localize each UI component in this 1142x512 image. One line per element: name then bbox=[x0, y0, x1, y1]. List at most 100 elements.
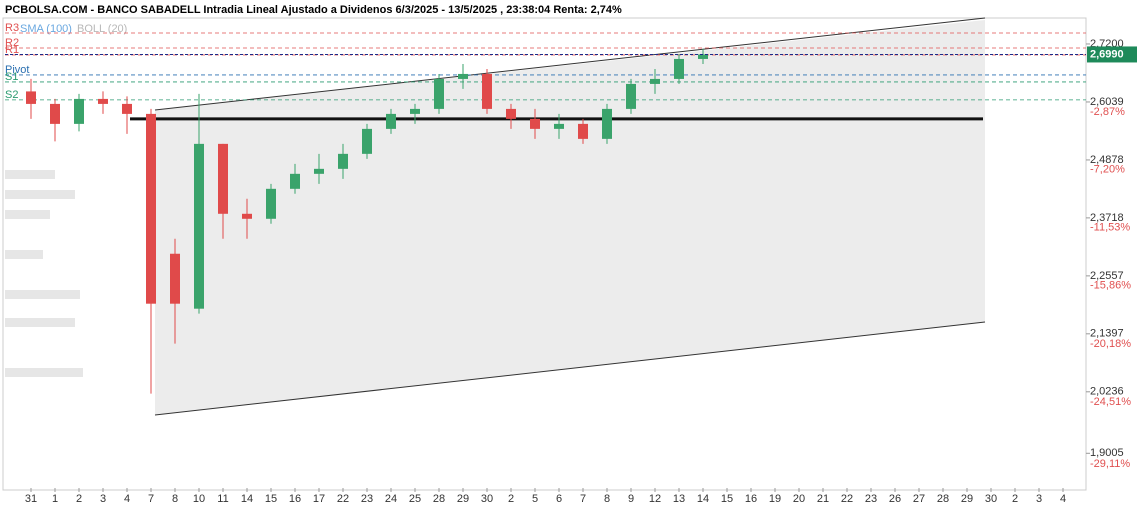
candle-body bbox=[314, 168, 324, 174]
candle-body bbox=[578, 123, 588, 139]
level-label: S2 bbox=[5, 89, 18, 101]
x-tick-label: 2 bbox=[76, 493, 82, 505]
y-tick-label: 1,9005 bbox=[1090, 447, 1124, 459]
legend-label: SMA (100) bbox=[20, 23, 72, 35]
x-tick-label: 15 bbox=[265, 493, 277, 505]
x-tick-label: 3 bbox=[1036, 493, 1042, 505]
candle-body bbox=[674, 58, 684, 79]
profile-bar bbox=[5, 250, 43, 259]
x-tick-label: 5 bbox=[532, 493, 538, 505]
profile-bar bbox=[5, 170, 55, 179]
level-label: S1 bbox=[5, 71, 18, 83]
candle-body bbox=[170, 253, 180, 304]
x-tick-label: 16 bbox=[289, 493, 301, 505]
x-tick-label: 20 bbox=[793, 493, 805, 505]
x-tick-label: 4 bbox=[1060, 493, 1066, 505]
x-tick-label: 16 bbox=[745, 493, 757, 505]
x-tick-label: 13 bbox=[673, 493, 685, 505]
x-tick-label: 15 bbox=[721, 493, 733, 505]
candle-body bbox=[266, 188, 276, 219]
x-tick-label: 14 bbox=[697, 493, 709, 505]
candle-body bbox=[218, 143, 228, 214]
x-tick-label: 8 bbox=[604, 493, 610, 505]
x-tick-label: 26 bbox=[889, 493, 901, 505]
candle-body bbox=[338, 153, 348, 169]
candle-body bbox=[242, 213, 252, 219]
candle-body bbox=[698, 54, 708, 59]
x-tick-label: 17 bbox=[313, 493, 325, 505]
chart-title: PCBOLSA.COM - BANCO SABADELL Intradia Li… bbox=[5, 4, 622, 16]
y-tick-label: 2,4878 bbox=[1090, 154, 1124, 166]
level-label: Pivot bbox=[5, 64, 29, 76]
y-tick-label: 2,3718 bbox=[1090, 212, 1124, 224]
x-tick-label: 31 bbox=[25, 493, 37, 505]
candle-body bbox=[626, 83, 636, 109]
x-tick-label: 4 bbox=[124, 493, 130, 505]
x-tick-label: 10 bbox=[193, 493, 205, 505]
x-tick-label: 3 bbox=[100, 493, 106, 505]
candle-body bbox=[458, 73, 468, 79]
candle-body bbox=[362, 128, 372, 154]
candle-body bbox=[122, 103, 132, 114]
pct-tick-label: -24,51% bbox=[1090, 396, 1131, 408]
pct-tick-label: -2,87% bbox=[1090, 106, 1125, 118]
candle-body bbox=[50, 103, 60, 124]
x-tick-label: 29 bbox=[457, 493, 469, 505]
x-tick-label: 22 bbox=[841, 493, 853, 505]
x-tick-label: 19 bbox=[769, 493, 781, 505]
pct-tick-label: -29,11% bbox=[1090, 458, 1130, 470]
candle-body bbox=[74, 98, 84, 124]
candle-body bbox=[506, 108, 516, 119]
candle-body bbox=[386, 113, 396, 129]
candle-body bbox=[98, 98, 108, 104]
x-tick-label: 11 bbox=[217, 493, 228, 505]
channel-bottom bbox=[154, 321, 986, 416]
profile-bar bbox=[5, 318, 75, 327]
last-price-label: 2,6990 bbox=[1090, 48, 1124, 60]
candle-body bbox=[290, 173, 300, 189]
legend-label: BOLL (20) bbox=[77, 23, 127, 35]
x-tick-label: 14 bbox=[241, 493, 253, 505]
profile-bar bbox=[5, 190, 75, 199]
candle-body bbox=[482, 73, 492, 109]
candle-body bbox=[554, 123, 564, 129]
profile-bar bbox=[5, 210, 50, 219]
candle-body bbox=[434, 78, 444, 109]
level-label: R2 bbox=[5, 37, 19, 49]
x-tick-label: 23 bbox=[865, 493, 877, 505]
last-price-box bbox=[1087, 46, 1137, 63]
x-tick-label: 30 bbox=[481, 493, 493, 505]
x-tick-label: 24 bbox=[385, 493, 397, 505]
x-tick-label: 9 bbox=[628, 493, 634, 505]
x-tick-label: 30 bbox=[985, 493, 997, 505]
x-tick-label: 8 bbox=[172, 493, 178, 505]
candle-body bbox=[194, 143, 204, 309]
y-tick-label: 2,1397 bbox=[1090, 328, 1124, 340]
volume-profile bbox=[5, 170, 83, 377]
y-tick-label: 2,6039 bbox=[1090, 96, 1124, 108]
x-tick-label: 25 bbox=[409, 493, 421, 505]
y-tick-label: 2,2557 bbox=[1090, 270, 1124, 282]
x-tick-label: 7 bbox=[580, 493, 586, 505]
candle-body bbox=[146, 113, 156, 304]
candle-body bbox=[26, 91, 36, 104]
profile-bar bbox=[5, 368, 83, 377]
x-tick-label: 28 bbox=[937, 493, 949, 505]
candle-body bbox=[602, 108, 612, 139]
level-label: R1 bbox=[5, 44, 19, 56]
candle-body bbox=[410, 108, 420, 114]
pct-tick-label: -11,53% bbox=[1090, 222, 1130, 234]
y-tick-label: 2,0236 bbox=[1090, 386, 1124, 398]
pct-tick-label: -20,18% bbox=[1090, 338, 1131, 350]
x-tick-label: 6 bbox=[556, 493, 562, 505]
candle-body bbox=[650, 78, 660, 84]
x-tick-label: 28 bbox=[433, 493, 445, 505]
x-tick-label: 22 bbox=[337, 493, 349, 505]
level-label: R3 bbox=[5, 22, 19, 34]
x-tick-label: 27 bbox=[913, 493, 925, 505]
x-tick-label: 12 bbox=[649, 493, 661, 505]
x-tick-label: 2 bbox=[1012, 493, 1018, 505]
x-tick-label: 2 bbox=[508, 493, 514, 505]
pct-tick-label: -7,20% bbox=[1090, 164, 1125, 176]
